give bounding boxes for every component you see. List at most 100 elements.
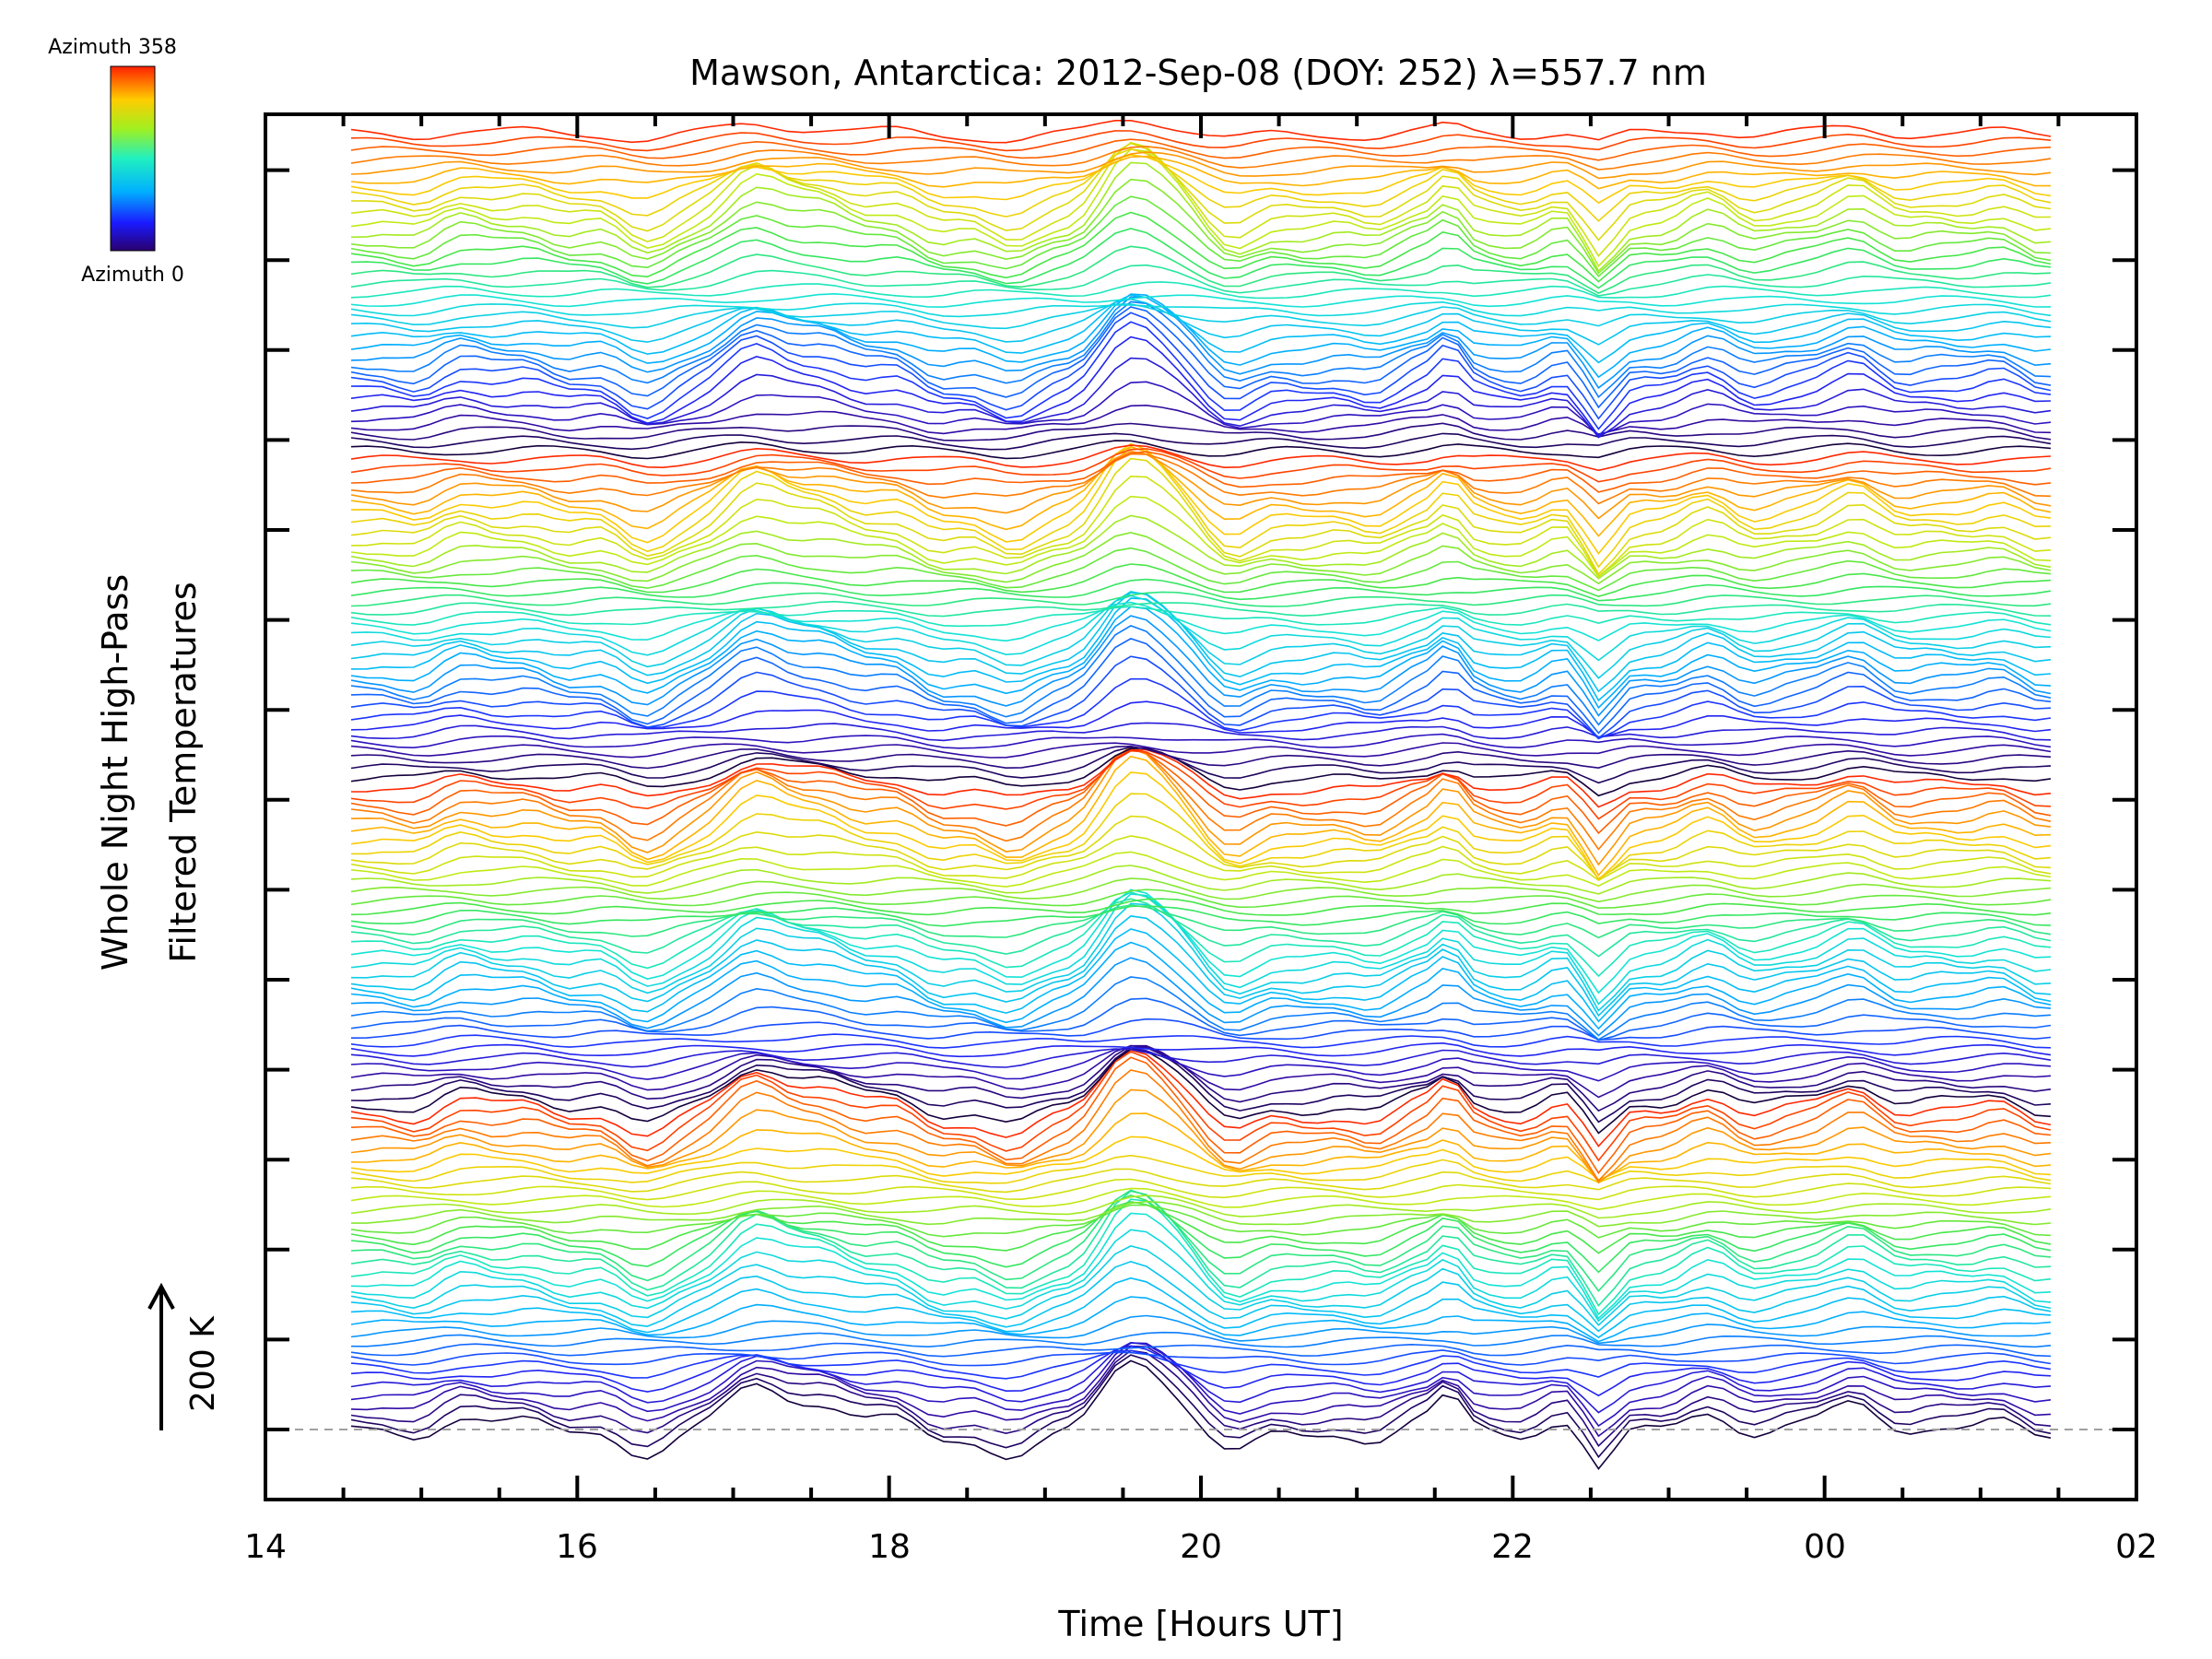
azimuth-trace	[350, 1198, 2052, 1316]
azimuth-trace	[350, 748, 2052, 808]
azimuth-trace	[350, 293, 2052, 379]
scale-bar: 200 K	[147, 1282, 222, 1430]
azimuth-trace	[350, 1048, 2052, 1135]
azimuth-trace	[350, 742, 2052, 759]
azimuth-trace	[350, 1296, 2052, 1343]
azimuth-trace	[350, 495, 2052, 578]
chart-title: Mawson, Antarctica: 2012-Sep-08 (DOY: 25…	[689, 53, 1707, 93]
x-tick-label: 22	[1491, 1528, 1534, 1566]
azimuth-trace	[350, 154, 2052, 205]
azimuth-trace	[350, 1190, 2052, 1307]
azimuth-trace	[350, 1041, 2052, 1058]
azimuth-trace	[350, 592, 2052, 693]
azimuth-trace	[350, 733, 2052, 749]
azimuth-trace	[350, 891, 2052, 978]
azimuth-trace	[350, 335, 2052, 438]
scale-bar-arrow-head	[147, 1282, 175, 1310]
azimuth-trace	[350, 1331, 2052, 1348]
azimuth-trace	[350, 597, 2052, 702]
azimuth-trace	[350, 957, 2052, 1037]
azimuth-trace	[350, 606, 2052, 628]
azimuth-trace	[350, 1200, 2052, 1254]
azimuth-trace	[350, 300, 2052, 399]
azimuth-trace	[350, 1088, 2052, 1184]
azimuth-trace	[350, 161, 2052, 273]
azimuth-trace	[350, 1341, 2052, 1414]
azimuth-trace	[350, 835, 2052, 882]
traces	[350, 120, 2052, 1470]
azimuth-trace	[350, 1277, 2052, 1339]
x-tick-label: 20	[1180, 1528, 1222, 1566]
azimuth-trace	[350, 442, 2052, 555]
azimuth-trace	[350, 451, 2052, 493]
azimuth-trace	[350, 625, 2052, 726]
azimuth-trace	[350, 615, 2052, 717]
colorbar-top-label: Azimuth 358	[48, 36, 177, 59]
azimuth-trace	[350, 1229, 2052, 1323]
azimuth-trace	[350, 357, 2052, 439]
azimuth-trace	[350, 457, 2052, 576]
azimuth-trace	[350, 915, 2052, 1018]
azimuth-trace	[350, 1260, 2052, 1333]
azimuth-trace	[350, 130, 2052, 152]
y-axis-label-line1: Whole Night High-Pass	[95, 574, 135, 971]
azimuth-trace	[350, 1194, 2052, 1274]
azimuth-trace	[350, 904, 2052, 939]
azimuth-trace	[350, 1178, 2052, 1201]
azimuth-trace	[350, 1154, 2052, 1184]
azimuth-trace	[350, 563, 2052, 597]
azimuth-trace	[350, 440, 2052, 460]
azimuth-trace	[350, 941, 2052, 1030]
azimuth-trace	[350, 749, 2052, 820]
azimuth-trace	[350, 475, 2052, 578]
azimuth-trace	[350, 147, 2052, 222]
azimuth-trace	[350, 211, 2052, 283]
azimuth-trace	[350, 381, 2052, 437]
azimuth-trace	[350, 600, 2052, 618]
azimuth-trace	[350, 151, 2052, 180]
azimuth-trace	[350, 294, 2052, 364]
azimuth-trace	[350, 450, 2052, 520]
azimuth-trace	[350, 877, 2052, 903]
azimuth-trace	[350, 594, 2052, 662]
azimuth-trace	[350, 547, 2052, 592]
azimuth-trace	[350, 655, 2052, 739]
azimuth-trace	[350, 976, 2052, 1041]
azimuth-trace	[350, 146, 2052, 171]
azimuth-trace	[350, 141, 2052, 258]
colorbar-gradient	[110, 65, 156, 252]
azimuth-trace	[350, 281, 2052, 300]
azimuth-trace	[350, 722, 2052, 742]
azimuth-trace	[350, 1345, 2052, 1438]
azimuth-trace	[350, 312, 2052, 420]
azimuth-trace	[350, 1112, 2052, 1182]
azimuth-trace	[350, 747, 2052, 797]
azimuth-trace	[350, 748, 2052, 835]
azimuth-trace	[350, 264, 2052, 297]
y-axis-label-line2: Filtered Temperatures	[163, 582, 204, 962]
azimuth-trace	[350, 893, 2052, 1006]
azimuth-trace	[350, 905, 2052, 927]
azimuth-trace	[350, 1204, 2052, 1239]
azimuth-trace	[350, 448, 2052, 483]
azimuth-trace	[350, 601, 2052, 642]
azimuth-trace	[350, 755, 2052, 877]
azimuth-trace	[351, 1200, 2052, 1228]
azimuth-trace	[350, 178, 2052, 275]
azimuth-trace	[350, 606, 2052, 710]
azimuth-trace	[350, 1033, 2052, 1049]
azimuth-trace	[350, 228, 2052, 289]
azimuth-trace	[350, 1069, 2052, 1182]
azimuth-trace	[350, 851, 2052, 888]
azimuth-trace	[350, 422, 2052, 441]
x-tick-label: 18	[868, 1528, 911, 1566]
x-axis-label: Time [Hours UT]	[1057, 1604, 1343, 1644]
azimuth-trace	[350, 1044, 2052, 1112]
azimuth-trace	[350, 292, 2052, 308]
azimuth-trace	[350, 1046, 2052, 1082]
azimuth-trace	[350, 1051, 2052, 1162]
azimuth-trace	[350, 1168, 2052, 1194]
axis-ticks	[264, 114, 2138, 1500]
azimuth-trace	[351, 793, 2052, 881]
azimuth-trace	[350, 1342, 2052, 1358]
